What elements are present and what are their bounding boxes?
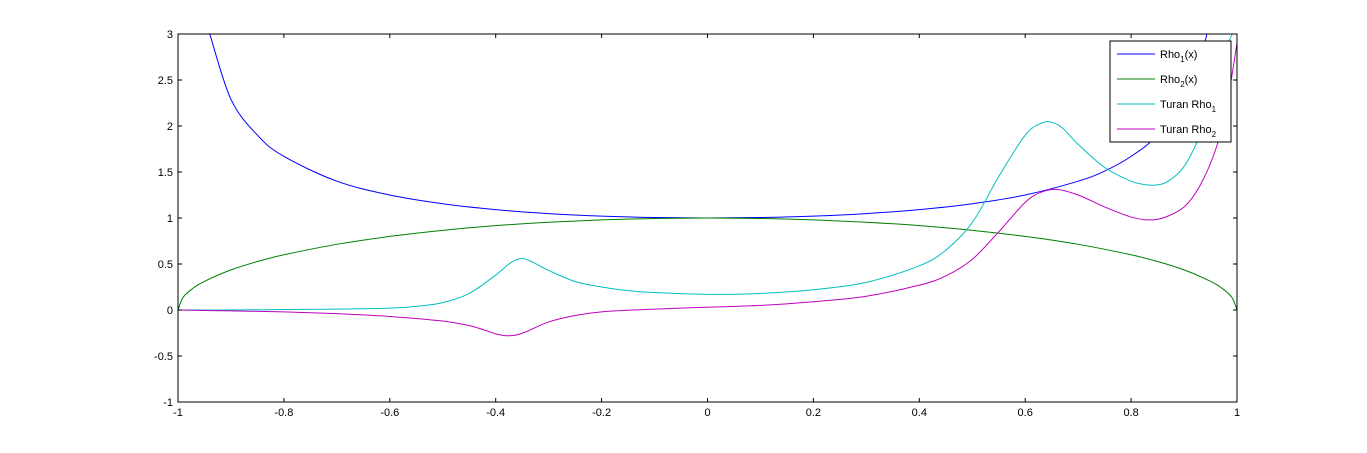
x-tick-label: 1 — [1234, 407, 1240, 419]
x-tick-label: -0.6 — [380, 407, 399, 419]
y-tick-label: 3 — [167, 29, 173, 41]
x-tick-label: -0.8 — [274, 407, 293, 419]
y-tick-label: 0.5 — [158, 259, 173, 271]
y-tick-label: 2 — [167, 121, 173, 133]
y-tick-label: 1.5 — [158, 167, 173, 179]
series-line-3 — [178, 34, 1233, 311]
legend-label-2: Rho2(x) — [1160, 74, 1197, 89]
legend-box — [1109, 40, 1232, 143]
x-tick-label: -0.2 — [592, 407, 611, 419]
x-tick-label: 0.4 — [912, 407, 927, 419]
x-tick-label: -1 — [173, 407, 183, 419]
legend-label-1: Rho1(x) — [1160, 49, 1197, 64]
y-tick-label: 0 — [167, 305, 173, 317]
legend-label-3: Turan Rho1 — [1160, 99, 1217, 114]
x-tick-label: -0.4 — [486, 407, 505, 419]
x-tick-label: 0.8 — [1123, 407, 1138, 419]
x-tick-label: 0.2 — [806, 407, 821, 419]
y-tick-label: -1 — [163, 397, 173, 409]
legend: Rho1(x) Rho2(x) Turan Rho1 Turan Rho2 — [1109, 40, 1232, 143]
y-tick-label: 2.5 — [158, 75, 173, 87]
tick-layer: -1 -0.8 -0.6 -0.4 -0.2 0 0.2 0.4 0.6 0.8 1 -1 -0.5 0 0… — [154, 29, 1240, 419]
x-tick-label: 0 — [704, 407, 710, 419]
y-tick-label: -0.5 — [154, 351, 173, 363]
y-tick-label: 1 — [167, 213, 173, 225]
series-line-1 — [209, 34, 1208, 219]
legend-label-4: Turan Rho2 — [1160, 124, 1217, 139]
series-line-2 — [178, 217, 1237, 311]
series-line-4 — [178, 43, 1237, 337]
series-layer — [178, 34, 1237, 337]
x-tick-label: 0.6 — [1018, 407, 1033, 419]
